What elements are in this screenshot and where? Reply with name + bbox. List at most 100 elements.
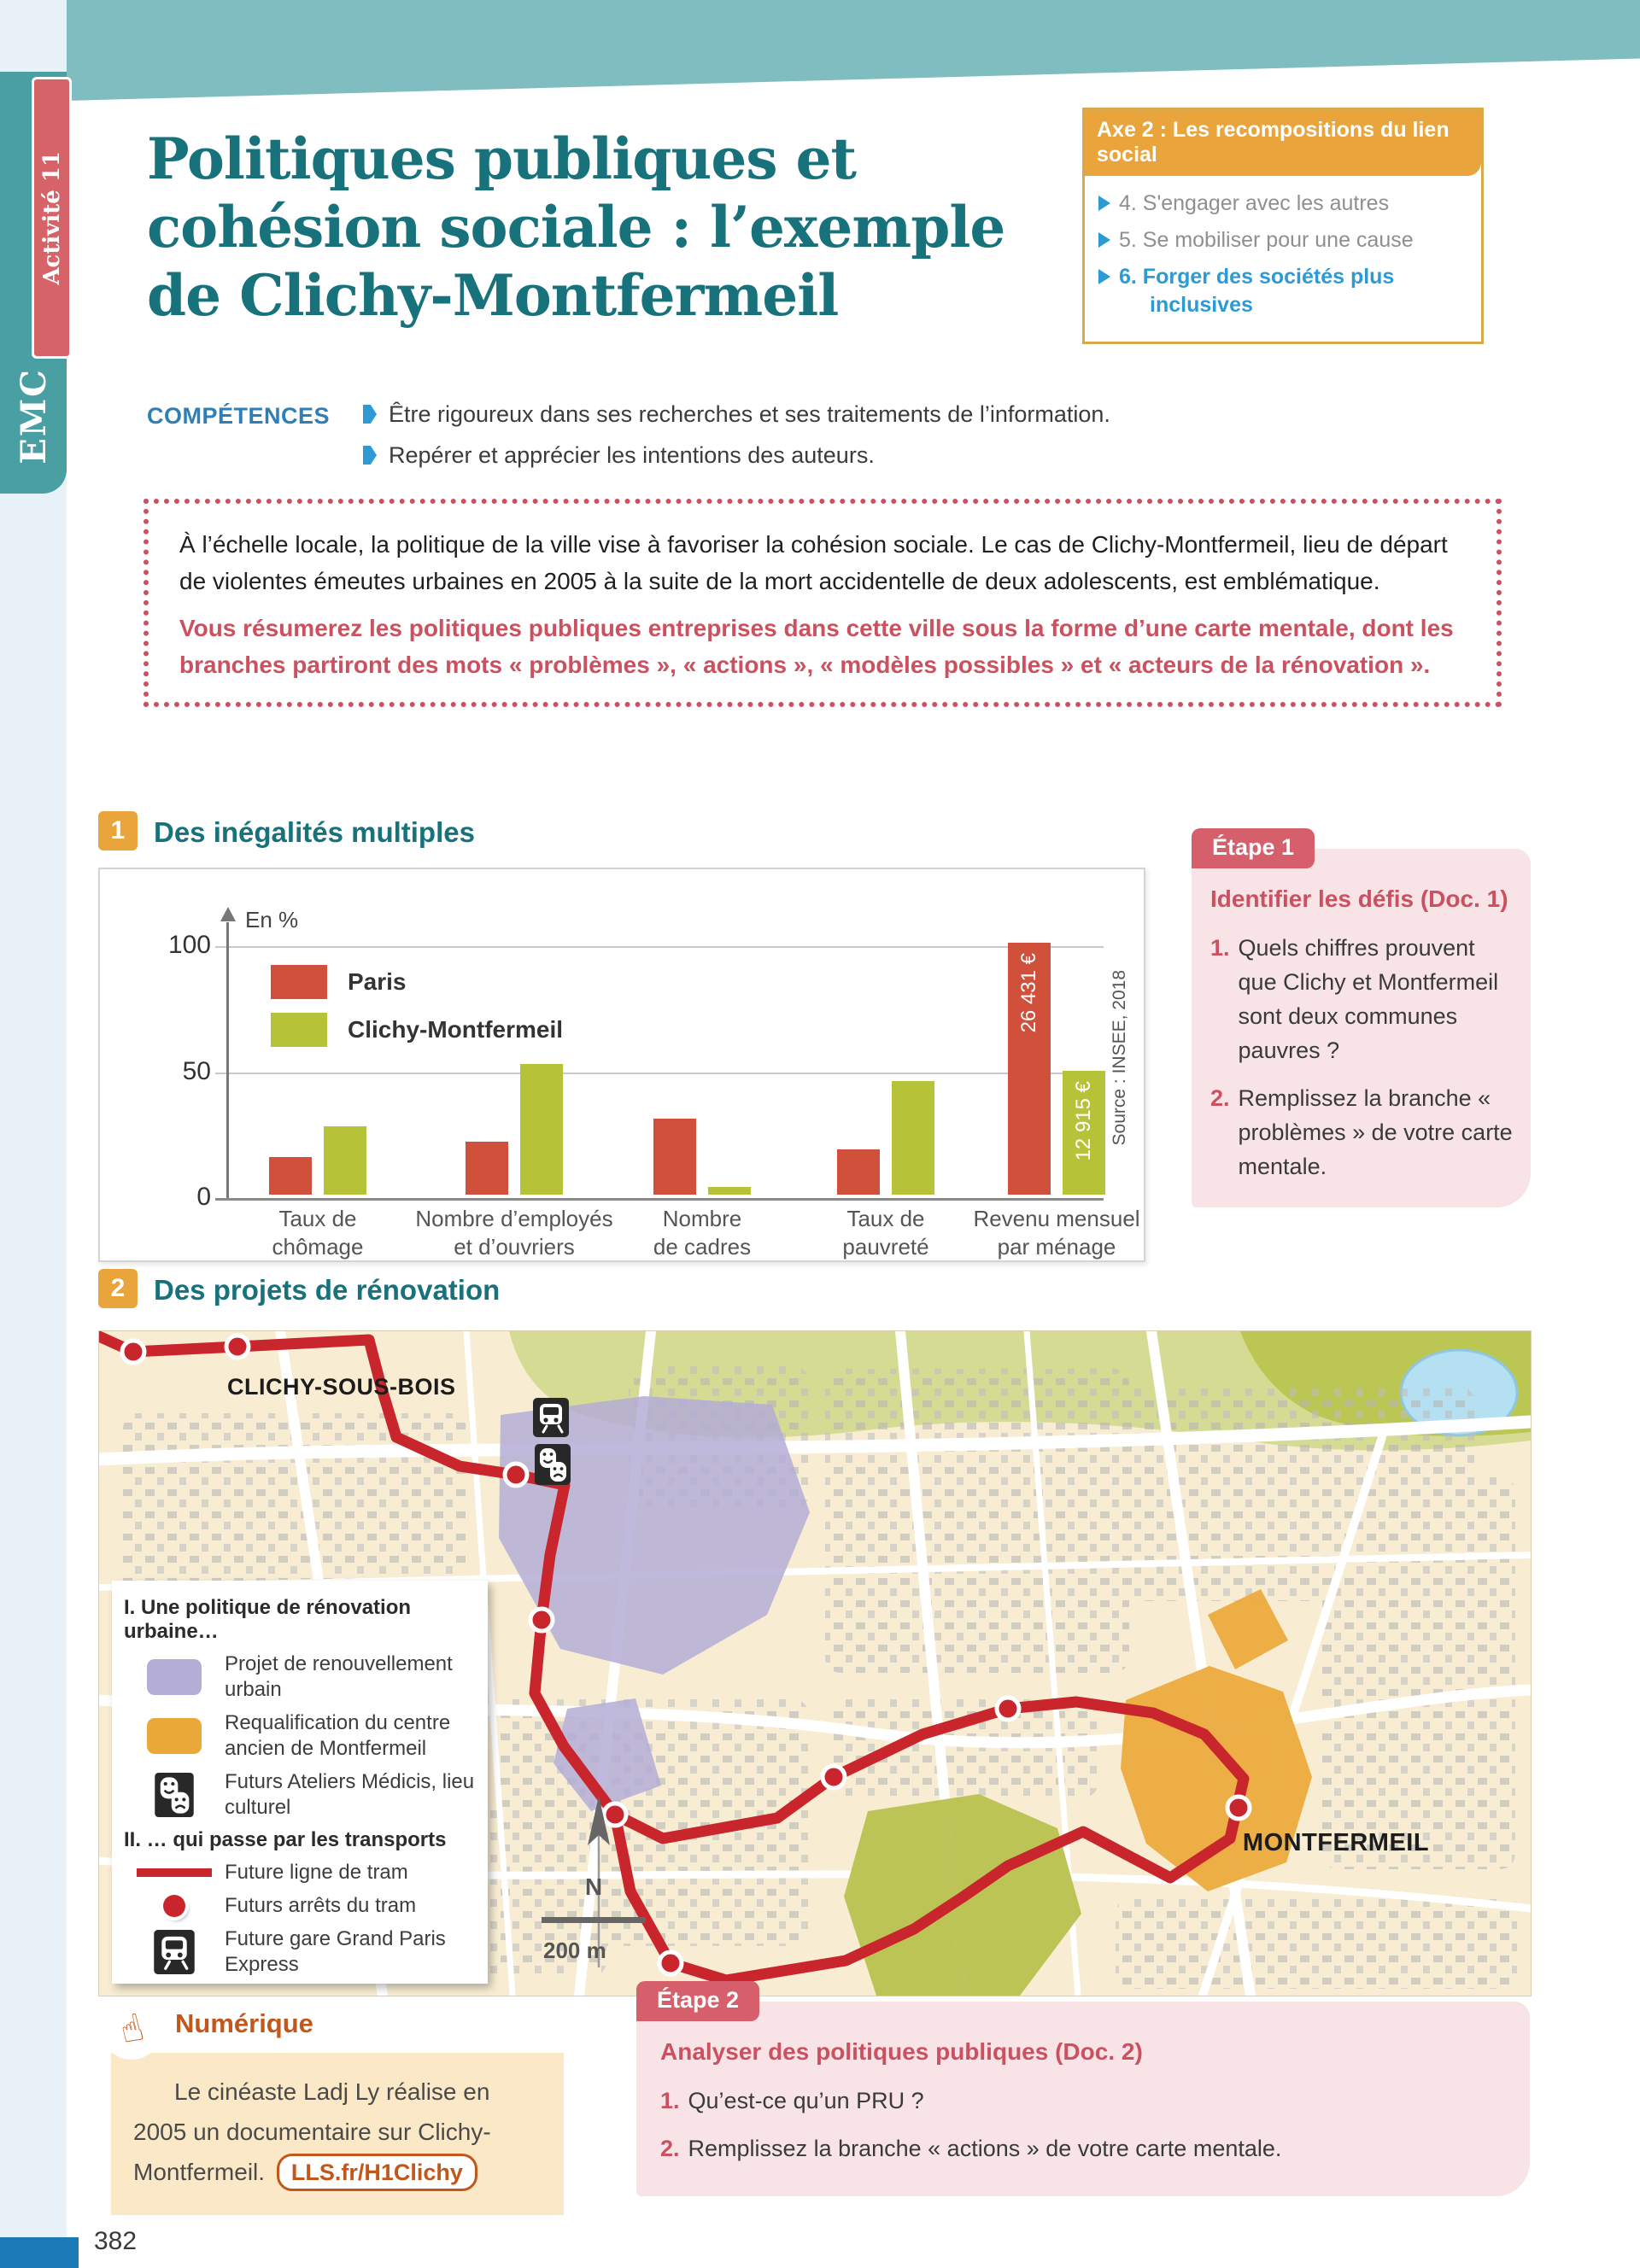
etape1-title: Identifier les défis (Doc. 1) [1210,886,1508,912]
etape2-question-1: 1. Qu’est-ce qu’un PRU ? [660,2084,1506,2118]
doc1-title: Des inégalités multiples [154,816,475,848]
etape2-title: Analyser des politiques publiques (Doc. … [660,2038,1143,2065]
bar-paris [269,1157,312,1195]
tram-stop [994,1695,1022,1722]
question-text: Remplissez la branche « actions » de vot… [688,2136,1282,2161]
legend-label: Projet de renouvellement urbain [225,1652,453,1701]
competence-text: Repérer et apprécier les intentions des … [389,442,875,468]
ytick-50: 50 [182,1057,211,1085]
question-number: 1. [660,2088,680,2113]
axe-item-5[interactable]: 5. Se mobiliser pour une cause [1098,226,1467,254]
question-number: 1. [1210,935,1230,961]
bar-paris [466,1142,508,1195]
train-station-icon [533,1398,569,1437]
page-title-line3: de Clichy-Montfermeil [147,262,839,329]
question-text: Remplissez la branche « problèmes » de v… [1238,1085,1513,1179]
city-label-montfermeil: MONTFERMEIL [1243,1829,1429,1856]
competence-item: Repérer et apprécier les intentions des … [363,437,1303,473]
activity-badge: Activité 11 [32,77,72,359]
paris-swatch [271,965,327,999]
question-text: Quels chiffres prouvent que Clichy et Mo… [1238,935,1499,1063]
tram-stops [120,1333,1252,1977]
chart-groups: Taux de chômage Nombre d’employés et d’ou… [100,869,1144,1260]
bar-group: 26 431 € 12 915 € Revenu mensuel par ménag… [954,943,1159,1260]
page-title-line2: cohésion sociale : l’exemple [147,194,1005,260]
bar-clichy-montfermeil [708,1187,751,1195]
subject-label: EMC [0,343,67,488]
train-icon [154,1930,195,1974]
map-legend: I. Une politique de rénovation urbaine… … [112,1581,488,1984]
tram-stop [601,1801,629,1828]
footer-corner-block [0,2237,79,2268]
tram-line-swatch [137,1868,212,1877]
tram-stop [657,1949,684,1977]
tram-stop [502,1461,530,1488]
etape1-box: Identifier les défis (Doc. 1) 1. Quels ch… [1192,849,1531,1207]
compass-north-label: N [585,1873,602,1900]
purple-area-swatch [147,1659,202,1695]
question-text: Qu’est-ce qu’un PRU ? [688,2088,924,2113]
legend-label: Paris [348,968,407,995]
competences-list: Être rigoureux dans ses recherches et se… [363,396,1303,478]
gridline-50 [215,1073,1104,1074]
bar-group: Taux de pauvreté [783,1081,988,1260]
category-label: Taux de chômage [272,1206,364,1260]
y-axis-unit: En % [245,907,299,932]
chevron-right-icon [1098,196,1110,211]
doc2-number-badge: 2 [98,1269,138,1308]
city-label-clichy: CLICHY-SOUS-BOIS [227,1374,456,1400]
numerique-icon-circle: ☝ [101,1998,162,2060]
x-axis-line [215,1198,1104,1201]
lls-link[interactable]: LLS.fr/H1Clichy [276,2154,477,2191]
renewal-project-zone [499,1396,810,1675]
chevron-right-icon [1098,232,1110,248]
legend-label: Future ligne de tram [225,1861,408,1884]
doc1-number-badge: 1 [98,811,138,850]
bar-clichy-montfermeil [892,1081,934,1195]
bar-paris [653,1119,696,1195]
bar-value-label: 12 915 € [1072,1081,1095,1161]
legend-section-1: I. Une politique de rénovation urbaine… [124,1596,412,1643]
legend-row-paris: Paris [271,965,563,999]
category-label: Taux de pauvreté [842,1206,929,1260]
click-hand-icon: ☝ [114,2005,149,2053]
axe-box-title: Axe 2 : Les recompositions du lien socia… [1085,110,1481,176]
legend-label: Futurs arrêts du tram [225,1894,417,1917]
subject-text: EMC [13,367,54,465]
etape1-tab: Étape 1 [1192,828,1315,868]
activity-text: Activité 11 [38,150,65,285]
etape1-question-1: 1. Quels chiffres prouvent que Clichy et … [1210,931,1514,1067]
bar-group: Nombre d’employés et d’ouvriers [412,1064,617,1260]
tram-stop [1225,1794,1252,1821]
tram-stop [224,1333,251,1360]
etape2-box: Analyser des politiques publiques (Doc. … [636,2002,1530,2196]
page-title-line1: Politiques publiques et [147,126,857,192]
intro-text: À l’échelle locale, la politique de la v… [179,531,1448,594]
intro-instruction: Vous résumerez les politiques publiques … [179,615,1454,678]
category-label: Nombre de cadres [653,1206,752,1260]
legend-item-tram-stops: Futurs arrêts du tram [124,1893,476,1919]
axe-item-4[interactable]: 4. S'engager avec les autres [1098,190,1467,218]
y-axis-line [226,922,229,1198]
bar-group: Nombre de cadres [600,1119,805,1260]
numerique-text: Le cinéaste Ladj Ly réalise en 2005 un d… [133,2072,542,2192]
category-label: Nombre d’employés et d’ouvriers [415,1206,613,1260]
ytick-0: 0 [196,1183,211,1211]
bookmark-bullet-icon [363,446,377,465]
tram-stop [120,1338,147,1365]
scale-label: 200 m [543,1938,606,1963]
tram-stop [528,1606,555,1634]
legend-label: Futurs Ateliers Médicis, lieu culturel [225,1770,475,1819]
etape1-question-2: 2. Remplissez la branche « problèmes » de… [1210,1081,1514,1184]
doc2-title: Des projets de rénovation [154,1274,501,1306]
legend-item-tram-line: Future ligne de tram [124,1860,476,1885]
page-number: 382 [94,2227,138,2255]
legend-item-renewal: Projet de renouvellement urbain [124,1651,476,1703]
chart-legend: Paris Clichy-Montfermeil [271,965,563,1061]
bar-group: Taux de chômage [215,1126,420,1260]
axe-item-6-current[interactable]: 6. Forger des sociétés plus inclusives [1098,263,1467,319]
clichy-swatch [271,1013,327,1047]
legend-item-ateliers: Futurs Ateliers Médicis, lieu culturel [124,1769,476,1821]
chevron-right-icon [1098,269,1110,284]
renovation-map: CLICHY-SOUS-BOIS MONTFERMEIL N 200 m I. … [92,1326,1538,2001]
